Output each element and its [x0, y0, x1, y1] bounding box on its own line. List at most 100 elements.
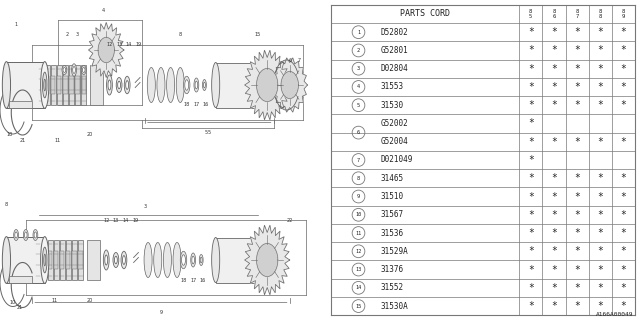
Text: 9: 9 — [159, 310, 163, 315]
Ellipse shape — [3, 62, 10, 108]
Text: G52002: G52002 — [381, 119, 408, 128]
Ellipse shape — [116, 77, 122, 92]
Text: 20: 20 — [87, 132, 93, 138]
Text: *: * — [621, 82, 627, 92]
Ellipse shape — [24, 232, 27, 238]
Text: G52004: G52004 — [381, 137, 408, 146]
Text: *: * — [621, 228, 627, 238]
Text: *: * — [574, 27, 580, 37]
Ellipse shape — [200, 257, 202, 263]
Bar — [6, 236, 45, 284]
Text: 8
7: 8 7 — [575, 9, 579, 19]
Text: *: * — [598, 191, 604, 202]
Text: *: * — [528, 45, 534, 55]
Ellipse shape — [81, 66, 86, 75]
Bar — [38, 65, 44, 105]
Text: *: * — [574, 82, 580, 92]
Text: *: * — [621, 191, 627, 202]
Text: *: * — [528, 191, 534, 202]
Bar — [47, 240, 52, 280]
Text: 31553: 31553 — [381, 83, 404, 92]
Text: 31510: 31510 — [381, 192, 404, 201]
Ellipse shape — [166, 68, 175, 102]
Text: *: * — [551, 228, 557, 238]
Text: *: * — [551, 265, 557, 275]
Text: 31530A: 31530A — [381, 301, 408, 311]
Ellipse shape — [191, 253, 196, 267]
Text: 14: 14 — [122, 218, 129, 222]
Ellipse shape — [108, 80, 111, 90]
Bar — [63, 65, 68, 105]
Text: 8
8: 8 8 — [599, 9, 602, 19]
Text: *: * — [551, 191, 557, 202]
Bar — [76, 76, 80, 94]
Text: 13: 13 — [113, 218, 119, 222]
Ellipse shape — [199, 254, 203, 266]
Ellipse shape — [62, 66, 67, 75]
Text: 5: 5 — [357, 103, 360, 108]
Text: 14: 14 — [125, 43, 132, 47]
Text: 5: 5 — [208, 130, 211, 134]
Text: *: * — [598, 173, 604, 183]
Bar — [42, 251, 46, 269]
Bar — [216, 237, 274, 283]
Bar — [72, 240, 77, 280]
Text: *: * — [574, 191, 580, 202]
Text: *: * — [551, 173, 557, 183]
Text: *: * — [551, 137, 557, 147]
Ellipse shape — [184, 76, 190, 94]
Text: *: * — [528, 283, 534, 293]
Bar — [78, 251, 83, 269]
Text: 16: 16 — [200, 277, 206, 283]
Text: *: * — [528, 265, 534, 275]
Ellipse shape — [204, 82, 205, 88]
Text: 8: 8 — [357, 176, 360, 181]
Text: 11: 11 — [55, 138, 61, 142]
Text: D52802: D52802 — [381, 28, 408, 37]
Ellipse shape — [33, 229, 38, 241]
Text: *: * — [621, 301, 627, 311]
Text: *: * — [621, 64, 627, 74]
Text: A166A00049: A166A00049 — [596, 312, 634, 317]
Ellipse shape — [44, 254, 46, 266]
Text: 11: 11 — [355, 230, 362, 236]
Text: *: * — [574, 64, 580, 74]
Text: 18: 18 — [184, 102, 190, 108]
Text: *: * — [528, 301, 534, 311]
Text: *: * — [551, 45, 557, 55]
Text: *: * — [551, 82, 557, 92]
Ellipse shape — [125, 81, 129, 89]
Text: D021049: D021049 — [381, 156, 413, 164]
Bar — [60, 251, 64, 269]
Text: *: * — [598, 45, 604, 55]
Polygon shape — [88, 22, 124, 77]
Text: *: * — [551, 301, 557, 311]
Text: 31376: 31376 — [381, 265, 404, 274]
Ellipse shape — [173, 243, 181, 277]
Text: *: * — [551, 210, 557, 220]
Polygon shape — [257, 68, 278, 101]
Text: *: * — [598, 64, 604, 74]
Bar — [9, 276, 32, 284]
Ellipse shape — [103, 250, 109, 270]
Text: *: * — [598, 210, 604, 220]
Text: *: * — [621, 246, 627, 256]
Polygon shape — [244, 225, 290, 295]
Text: *: * — [574, 210, 580, 220]
Bar — [45, 76, 49, 94]
Text: 12: 12 — [355, 249, 362, 254]
Text: 1: 1 — [15, 22, 18, 28]
Text: 31530: 31530 — [381, 101, 404, 110]
Bar — [54, 251, 58, 269]
Text: *: * — [574, 173, 580, 183]
Ellipse shape — [122, 256, 125, 264]
Ellipse shape — [147, 68, 156, 102]
Text: *: * — [551, 27, 557, 37]
Text: *: * — [574, 100, 580, 110]
Text: 20: 20 — [87, 298, 93, 302]
Ellipse shape — [185, 80, 189, 90]
Text: 19: 19 — [136, 43, 141, 47]
Ellipse shape — [154, 243, 162, 277]
Bar — [48, 251, 52, 269]
Text: *: * — [574, 246, 580, 256]
